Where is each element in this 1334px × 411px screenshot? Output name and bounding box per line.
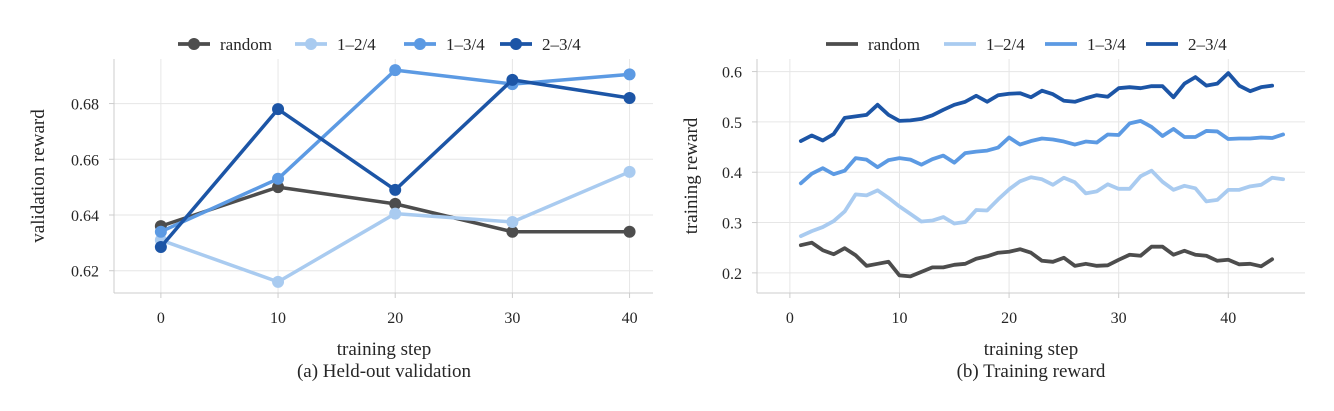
x-tick-label: 20 bbox=[1001, 310, 1017, 327]
y-tick-label: 0.2 bbox=[722, 266, 742, 283]
legend-label: 1–2/4 bbox=[986, 35, 1025, 54]
x-tick-label: 0 bbox=[157, 310, 165, 327]
data-point bbox=[506, 225, 519, 238]
series-line bbox=[798, 119, 1285, 186]
y-tick-label: 0.4 bbox=[722, 165, 742, 182]
x-tick-label: 10 bbox=[270, 310, 286, 327]
series-line bbox=[798, 168, 1285, 239]
legend-item: random bbox=[178, 35, 272, 54]
series-line bbox=[798, 71, 1275, 143]
chart-caption: (a) Held-out validation bbox=[297, 361, 472, 382]
y-axis-label: training reward bbox=[681, 117, 702, 234]
data-point bbox=[272, 103, 285, 116]
data-point bbox=[506, 73, 519, 86]
legend-marker bbox=[188, 38, 200, 50]
legend: random 1–2/4 1–3/4 2–3/4 bbox=[178, 35, 581, 54]
y-tick-label: 0.6 bbox=[722, 65, 742, 82]
chart-caption: (b) Training reward bbox=[957, 361, 1106, 382]
chart-panel-validation: 0 10 20 30 40 0.62 0.64 0.66 0.68 training step va… bbox=[28, 35, 653, 382]
data-point bbox=[623, 68, 636, 81]
legend-label: 1–3/4 bbox=[1087, 35, 1126, 54]
x-tick-label: 30 bbox=[504, 310, 520, 327]
data-point bbox=[272, 275, 285, 288]
legend-label: 1–2/4 bbox=[337, 35, 376, 54]
legend-item: 1–2/4 bbox=[944, 35, 1025, 54]
data-point bbox=[154, 225, 167, 238]
data-point bbox=[154, 241, 167, 254]
data-point bbox=[506, 215, 519, 228]
legend-marker bbox=[305, 38, 317, 50]
legend-item: 2–3/4 bbox=[1146, 35, 1227, 54]
legend-item: random bbox=[826, 35, 920, 54]
x-tick-label: 0 bbox=[786, 310, 794, 327]
y-tick-label: 0.5 bbox=[722, 115, 742, 132]
data-point bbox=[272, 172, 285, 185]
data-point bbox=[389, 183, 402, 196]
legend-label: random bbox=[868, 35, 920, 54]
x-tick-label: 30 bbox=[1111, 310, 1127, 327]
legend-marker bbox=[510, 38, 522, 50]
x-axis-label: training step bbox=[984, 339, 1078, 360]
data-point bbox=[623, 225, 636, 238]
x-tick-label: 40 bbox=[622, 310, 638, 327]
legend-label: 2–3/4 bbox=[1188, 35, 1227, 54]
y-tick-label: 0.64 bbox=[71, 208, 99, 225]
legend-item: 1–3/4 bbox=[1045, 35, 1126, 54]
y-axis-label: validation reward bbox=[28, 109, 49, 243]
legend: random 1–2/4 1–3/4 2–3/4 bbox=[826, 35, 1227, 54]
data-point bbox=[389, 207, 402, 220]
x-tick-label: 40 bbox=[1220, 310, 1236, 327]
legend-marker bbox=[414, 38, 426, 50]
chart-panel-training: 0 10 20 30 40 0.2 0.3 0.4 0.5 0.6 training step tra… bbox=[681, 35, 1305, 382]
legend-item: 2–3/4 bbox=[500, 35, 581, 54]
data-point bbox=[389, 64, 402, 77]
x-axis-label: training step bbox=[337, 339, 431, 360]
x-tick-label: 20 bbox=[387, 310, 403, 327]
legend-label: 1–3/4 bbox=[446, 35, 485, 54]
y-tick-label: 0.62 bbox=[71, 264, 99, 281]
legend-label: random bbox=[220, 35, 272, 54]
legend-label: 2–3/4 bbox=[542, 35, 581, 54]
legend-item: 1–2/4 bbox=[295, 35, 376, 54]
legend-item: 1–3/4 bbox=[404, 35, 485, 54]
y-tick-label: 0.68 bbox=[71, 97, 99, 114]
data-point bbox=[272, 181, 285, 194]
y-tick-label: 0.3 bbox=[722, 216, 742, 233]
data-point bbox=[623, 165, 636, 178]
y-tick-label: 0.66 bbox=[71, 152, 99, 169]
data-point bbox=[623, 92, 636, 104]
series-line bbox=[798, 240, 1275, 279]
x-tick-label: 10 bbox=[891, 310, 907, 327]
data-point bbox=[389, 197, 402, 210]
